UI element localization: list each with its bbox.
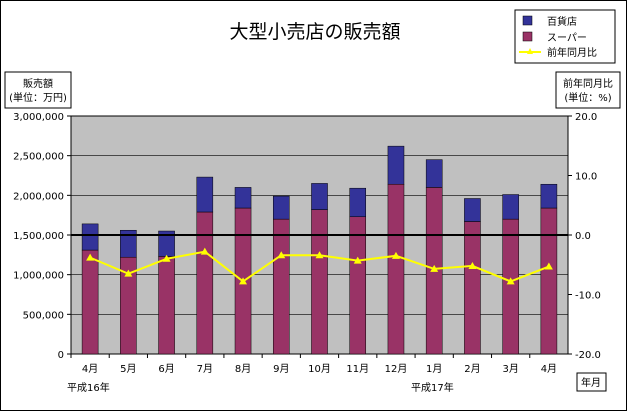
x-axis-tick-label: 8月 — [235, 363, 251, 375]
x-axis-label: 年月 — [581, 376, 601, 389]
yoy-marker — [315, 251, 324, 259]
x-axis-tick-label: 4月 — [541, 363, 557, 375]
bar-department-store — [272, 195, 290, 220]
left-axis-label-line1: 販売額 — [23, 77, 53, 90]
bar-supermarket — [464, 221, 481, 355]
left-axis-tick-label: 0 — [58, 350, 64, 361]
yoy-marker — [468, 261, 477, 269]
left-axis-ticks: 0 500,000 1,000,000 1,500,000 2,000,000 2,500… — [13, 112, 71, 361]
x-axis-tick-label: 11月 — [346, 363, 369, 375]
bar-supermarket — [387, 183, 405, 355]
bar-supermarket — [196, 211, 214, 355]
bar-supermarket — [158, 256, 175, 355]
bar-department-store — [311, 183, 328, 210]
bar-supermarket — [540, 207, 558, 355]
yoy-marker — [353, 256, 362, 264]
bar-department-store — [196, 176, 214, 213]
bar-department-store — [120, 229, 137, 258]
x-axis-ticks: 4月 5月 6月 7月 8月 9月 10月 11月 12月 1月 2月 3月 4月 — [70, 354, 557, 375]
left-axis-tick-label: 1,000,000 — [13, 271, 64, 282]
right-axis-label-line1: 前年同月比 — [563, 77, 613, 90]
legend-label-supermarket: スーパー — [547, 32, 587, 44]
bar-department-store — [234, 187, 252, 209]
chart-title: 大型小売店の販売額 — [229, 21, 400, 43]
left-axis-tick-label: 2,500,000 — [13, 152, 64, 163]
left-axis-label-line2: (単位：万円) — [9, 91, 67, 104]
x-axis-label-box: 年月 — [576, 372, 607, 392]
yoy-marker — [239, 277, 248, 285]
right-axis-ticks: -20.0 -10.0 0.0 10.0 20.0 — [568, 112, 601, 361]
left-axis-tick-label: 500,000 — [23, 310, 64, 321]
left-axis-tick-label: 1,500,000 — [13, 231, 64, 242]
x-axis-tick-label: 10月 — [308, 363, 331, 375]
x-axis-tick-label: 5月 — [120, 363, 136, 375]
yoy-marker — [391, 251, 400, 259]
right-axis-tick-label: 10.0 — [575, 172, 597, 183]
bar-supermarket — [311, 209, 328, 355]
bars — [81, 145, 558, 355]
left-axis-tick-label: 2,000,000 — [13, 191, 64, 202]
yoy-marker — [277, 251, 286, 259]
bar-supermarket — [349, 216, 367, 355]
right-axis-tick-label: 20.0 — [575, 112, 597, 123]
right-axis-label-box: 前年同月比 (単位：%) — [555, 71, 621, 109]
yoy-marker — [162, 254, 171, 262]
yoy-marker — [544, 262, 553, 270]
yoy-marker — [124, 269, 133, 277]
bar-department-store — [464, 198, 481, 222]
legend: 百貨店 スーパー 前年同月比 — [514, 9, 616, 64]
right-axis-label-line2: (単位：%) — [564, 91, 611, 104]
right-axis-tick-label: -10.0 — [575, 291, 601, 302]
x-axis-tick-label: 7月 — [197, 363, 213, 375]
yoy-marker — [86, 253, 95, 261]
x-axis-tick-label: 1月 — [426, 363, 442, 375]
legend-label-yoy: 前年同月比 — [547, 46, 597, 59]
era-label-h17: 平成17年 — [411, 381, 454, 394]
right-axis-tick-label: -20.0 — [575, 350, 601, 361]
x-axis-tick-label: 9月 — [273, 363, 289, 375]
x-axis-tick-label: 4月 — [82, 363, 98, 375]
bar-department-store — [387, 145, 405, 185]
left-axis-tick-label: 3,000,000 — [13, 112, 64, 123]
bar-department-store — [81, 223, 99, 251]
left-axis-label-box: 販売額 (単位：万円) — [4, 71, 72, 109]
bar-department-store — [502, 194, 519, 220]
bar-supermarket — [81, 249, 99, 355]
bar-department-store — [349, 187, 367, 218]
x-axis-tick-label: 3月 — [502, 363, 518, 375]
legend-swatch-yoy-marker — [527, 48, 533, 54]
bar-department-store — [425, 159, 443, 188]
yoy-marker — [506, 277, 515, 285]
x-axis-tick-label: 2月 — [464, 363, 480, 375]
yoy-marker — [200, 247, 209, 255]
legend-swatch-supermarket — [522, 31, 533, 42]
legend-label-department-store: 百貨店 — [547, 15, 577, 28]
bar-supermarket — [502, 218, 519, 355]
legend-swatch-department-store — [522, 15, 533, 26]
x-axis-tick-label: 12月 — [385, 363, 408, 375]
right-axis-tick-label: 0.0 — [575, 231, 591, 242]
bar-department-store — [540, 183, 558, 209]
yoy-line-series — [86, 247, 553, 285]
x-axis-tick-label: 6月 — [158, 363, 174, 375]
bar-supermarket — [272, 218, 290, 355]
era-label-h16: 平成16年 — [67, 381, 110, 394]
yoy-marker — [430, 264, 439, 272]
